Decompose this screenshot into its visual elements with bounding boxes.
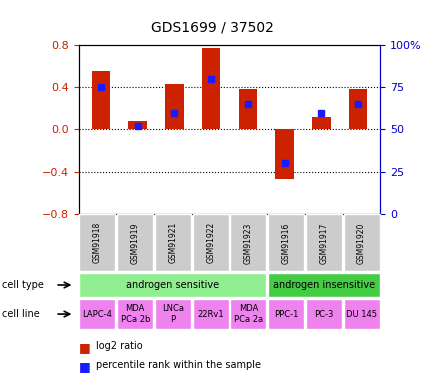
Text: PC-3: PC-3 xyxy=(314,310,334,319)
Text: androgen sensitive: androgen sensitive xyxy=(126,280,219,290)
Text: GSM91917: GSM91917 xyxy=(319,222,328,264)
Text: ■: ■ xyxy=(79,360,91,373)
Text: GSM91922: GSM91922 xyxy=(206,222,215,263)
Text: percentile rank within the sample: percentile rank within the sample xyxy=(96,360,261,370)
Text: LAPC-4: LAPC-4 xyxy=(82,310,113,319)
Text: GDS1699 / 37502: GDS1699 / 37502 xyxy=(151,21,274,34)
Bar xyxy=(275,129,294,179)
Bar xyxy=(202,48,220,129)
Text: GSM91918: GSM91918 xyxy=(93,222,102,263)
Text: ■: ■ xyxy=(79,341,91,354)
Bar xyxy=(165,84,184,129)
Text: 22Rv1: 22Rv1 xyxy=(197,310,224,319)
Text: GSM91920: GSM91920 xyxy=(357,222,366,264)
Bar xyxy=(91,71,110,129)
Text: cell type: cell type xyxy=(2,280,44,290)
Text: LNCa
P: LNCa P xyxy=(162,304,184,324)
Text: GSM91916: GSM91916 xyxy=(282,222,291,264)
Text: MDA
PCa 2a: MDA PCa 2a xyxy=(234,304,263,324)
Text: GSM91921: GSM91921 xyxy=(168,222,177,263)
Bar xyxy=(312,117,331,129)
Text: cell line: cell line xyxy=(2,309,40,319)
Text: PPC-1: PPC-1 xyxy=(274,310,298,319)
Text: androgen insensitive: androgen insensitive xyxy=(273,280,375,290)
Bar xyxy=(349,89,368,129)
Text: DU 145: DU 145 xyxy=(346,310,377,319)
Text: MDA
PCa 2b: MDA PCa 2b xyxy=(121,304,150,324)
Bar xyxy=(239,89,257,129)
Text: GSM91923: GSM91923 xyxy=(244,222,253,264)
Text: log2 ratio: log2 ratio xyxy=(96,341,142,351)
Bar xyxy=(128,121,147,129)
Text: GSM91919: GSM91919 xyxy=(131,222,140,264)
